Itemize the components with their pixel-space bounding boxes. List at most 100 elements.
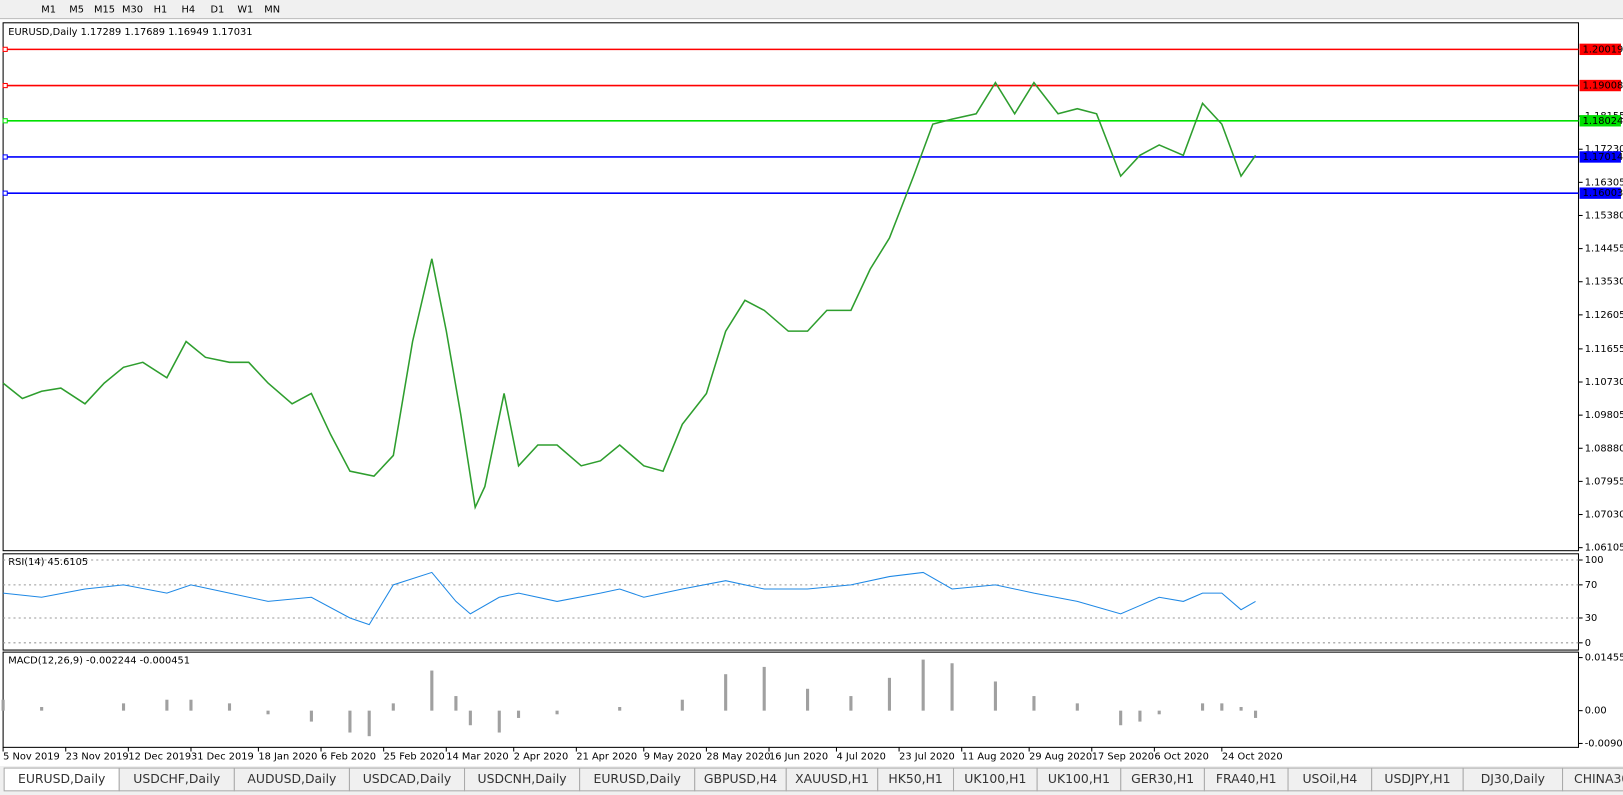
timeframe-button[interactable]: MN bbox=[264, 4, 280, 15]
macd-bar bbox=[806, 688, 810, 711]
macd-bar bbox=[497, 710, 501, 733]
x-tick-label: 2 Apr 2020 bbox=[514, 752, 569, 763]
x-tick-label: 31 Dec 2019 bbox=[191, 752, 254, 763]
y-tick-label: 1.08880 bbox=[1585, 443, 1623, 454]
y-tick-label: 1.12605 bbox=[1585, 310, 1623, 321]
macd-bar bbox=[121, 703, 126, 711]
macd-bar bbox=[348, 710, 352, 733]
macd-bar bbox=[189, 699, 193, 711]
macd-bar bbox=[1, 699, 5, 711]
rsi-label: RSI(14) 45.6105 bbox=[8, 557, 88, 568]
tab[interactable]: EURUSD,Daily bbox=[579, 767, 696, 792]
macd-bar bbox=[618, 707, 622, 711]
timeframe-button[interactable]: H4 bbox=[182, 4, 196, 15]
tab[interactable]: USDCNH,Daily bbox=[464, 767, 581, 792]
tab[interactable]: HK50,H1 bbox=[877, 767, 955, 792]
tab-label: GER30,H1 bbox=[1131, 771, 1194, 786]
tab[interactable]: FRA40,H1 bbox=[1203, 767, 1289, 792]
tab-label: HK50,H1 bbox=[888, 771, 942, 786]
macd-bar bbox=[165, 699, 169, 711]
y-tick-label: 1.14455 bbox=[1585, 244, 1623, 255]
level-label: 1.20019 bbox=[1583, 44, 1623, 55]
level-label: 1.16003 bbox=[1583, 188, 1623, 199]
tab-label: USDCNH,Daily bbox=[478, 771, 567, 786]
x-tick-label: 6 Oct 2020 bbox=[1154, 752, 1209, 763]
macd-bar bbox=[849, 696, 853, 711]
x-tick-label: 5 Nov 2019 bbox=[3, 752, 60, 763]
y-tick-label: 1.07030 bbox=[1585, 510, 1623, 521]
y-tick-label: 0.014556 bbox=[1585, 653, 1623, 664]
tab[interactable]: CHINA300,H1 bbox=[1562, 767, 1623, 792]
macd-bar bbox=[40, 707, 44, 711]
tab[interactable]: AUDUSD,Daily bbox=[233, 767, 350, 792]
timeframe-button[interactable]: M15 bbox=[94, 4, 115, 15]
tab-label: XAUUSD,H1 bbox=[795, 771, 869, 786]
level-label-bg bbox=[1579, 43, 1621, 56]
level-handle[interactable] bbox=[2, 46, 8, 52]
level-label-bg bbox=[1579, 79, 1621, 92]
y-tick-label: 30 bbox=[1585, 613, 1598, 624]
timeframe-button[interactable]: H1 bbox=[154, 4, 168, 15]
tab[interactable]: GER30,H1 bbox=[1120, 767, 1205, 792]
tab-label: UK100,H1 bbox=[1048, 771, 1110, 786]
x-tick-label: 14 Mar 2020 bbox=[446, 752, 508, 763]
timeframe-button[interactable]: M1 bbox=[41, 4, 56, 15]
macd-bar bbox=[1253, 710, 1258, 718]
macd-bar bbox=[1119, 710, 1123, 726]
level-handle[interactable] bbox=[2, 154, 8, 160]
tab[interactable]: UK100,H1 bbox=[1036, 767, 1122, 792]
macd-bar bbox=[454, 696, 458, 711]
tab-label: UK100,H1 bbox=[964, 771, 1026, 786]
level-label-bg bbox=[1579, 151, 1621, 163]
macd-bar bbox=[1075, 703, 1079, 711]
y-tick-label: 1.07955 bbox=[1585, 476, 1623, 487]
timeframe-button[interactable]: M30 bbox=[122, 4, 143, 15]
tab[interactable]: XAUUSD,H1 bbox=[785, 767, 879, 792]
y-tick-label: 1.16305 bbox=[1585, 177, 1623, 188]
tab-label: EURUSD,Daily bbox=[593, 771, 680, 786]
macd-bar bbox=[1220, 703, 1224, 711]
macd-bar bbox=[993, 681, 997, 711]
tab-box bbox=[1562, 767, 1623, 792]
tab[interactable]: USDCAD,Daily bbox=[348, 767, 466, 792]
level-handle[interactable] bbox=[2, 82, 8, 89]
rsi-line bbox=[3, 571, 1256, 626]
x-tick-label: 16 Jun 2020 bbox=[769, 752, 828, 763]
y-tick-label: 1.15380 bbox=[1585, 210, 1623, 221]
x-tick-label: 25 Feb 2020 bbox=[384, 752, 445, 763]
tab[interactable]: EURUSD,Daily bbox=[3, 767, 120, 792]
level-label: 1.19008 bbox=[1583, 81, 1623, 92]
tab[interactable]: USDCHF,Daily bbox=[118, 767, 235, 792]
timeframe-button[interactable]: M5 bbox=[69, 4, 84, 15]
level-handle[interactable] bbox=[2, 118, 8, 124]
macd-bar bbox=[887, 677, 892, 711]
tab[interactable]: DJ30,Daily bbox=[1462, 767, 1564, 792]
tab[interactable]: USOil,H4 bbox=[1287, 767, 1373, 792]
tab[interactable]: GBPUSD,H4 bbox=[694, 767, 787, 792]
tab-label: CHINA300,H1 bbox=[1574, 771, 1623, 786]
macd-bar bbox=[266, 710, 270, 715]
level-label-bg bbox=[1579, 187, 1621, 199]
x-tick-label: 28 May 2020 bbox=[706, 752, 770, 763]
level-handle[interactable] bbox=[2, 190, 8, 196]
tab-label: EURUSD,Daily bbox=[18, 771, 105, 786]
timeframe-button[interactable]: W1 bbox=[237, 4, 253, 15]
rsi-panel bbox=[2, 553, 1580, 651]
y-tick-label: 70 bbox=[1585, 580, 1598, 591]
timeframe-button[interactable]: D1 bbox=[210, 4, 224, 15]
y-tick-label: 1.09805 bbox=[1585, 410, 1623, 421]
tab-label: GBPUSD,H4 bbox=[704, 771, 777, 786]
macd-bar bbox=[468, 710, 472, 726]
macd-panel bbox=[2, 651, 1580, 748]
y-tick-label: 1.11655 bbox=[1585, 344, 1623, 355]
level-label-bg bbox=[1579, 115, 1621, 127]
tab[interactable]: USDJPY,H1 bbox=[1371, 767, 1464, 792]
level-label: 1.17014 bbox=[1583, 152, 1623, 163]
x-tick-label: 18 Jan 2020 bbox=[258, 752, 317, 763]
x-tick-label: 24 Oct 2020 bbox=[1222, 752, 1283, 763]
macd-bar bbox=[950, 663, 954, 711]
x-tick-label: 12 Dec 2019 bbox=[128, 752, 191, 763]
tab[interactable]: UK100,H1 bbox=[952, 767, 1038, 792]
